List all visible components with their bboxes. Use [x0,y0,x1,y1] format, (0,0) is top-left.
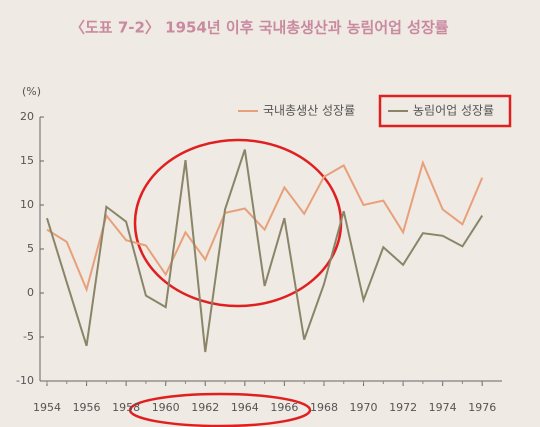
x-tick-label: 1970 [350,401,378,414]
data-line [46,159,484,293]
x-tick-label: 1968 [310,401,338,414]
x-tick-label: 1962 [191,401,219,414]
legend-label: 농림어업 성장률 [413,104,494,118]
y-tick-label: 0 [27,286,34,299]
y-tick-label: 15 [20,154,34,167]
y-axis-label: (%) [22,85,41,98]
x-tick-label: 1954 [33,401,61,414]
x-tick-label: 1958 [112,401,140,414]
y-tick-label: -10 [16,374,34,387]
x-tick-label: 1964 [231,401,259,414]
chart-title: 〈도표 7-2〉 1954년 이후 국내총생산과 농림어업 성장률 [70,19,449,37]
highlight-box [378,94,512,128]
x-tick-label: 1956 [73,401,101,414]
y-tick-label: 10 [20,198,34,211]
x-tick-label: 1974 [429,401,457,414]
y-tick-label: 5 [27,242,34,255]
highlight-ellipse [128,392,312,427]
data-line [46,149,484,353]
legend-label: 국내총생산 성장률 [263,104,355,118]
x-tick-label: 1972 [389,401,417,414]
x-tick-label: 1960 [152,401,180,414]
x-tick-label: 1976 [468,401,496,414]
y-tick-label: 20 [20,110,34,123]
y-tick-label: -5 [23,330,34,343]
x-tick-label: 1966 [270,401,298,414]
